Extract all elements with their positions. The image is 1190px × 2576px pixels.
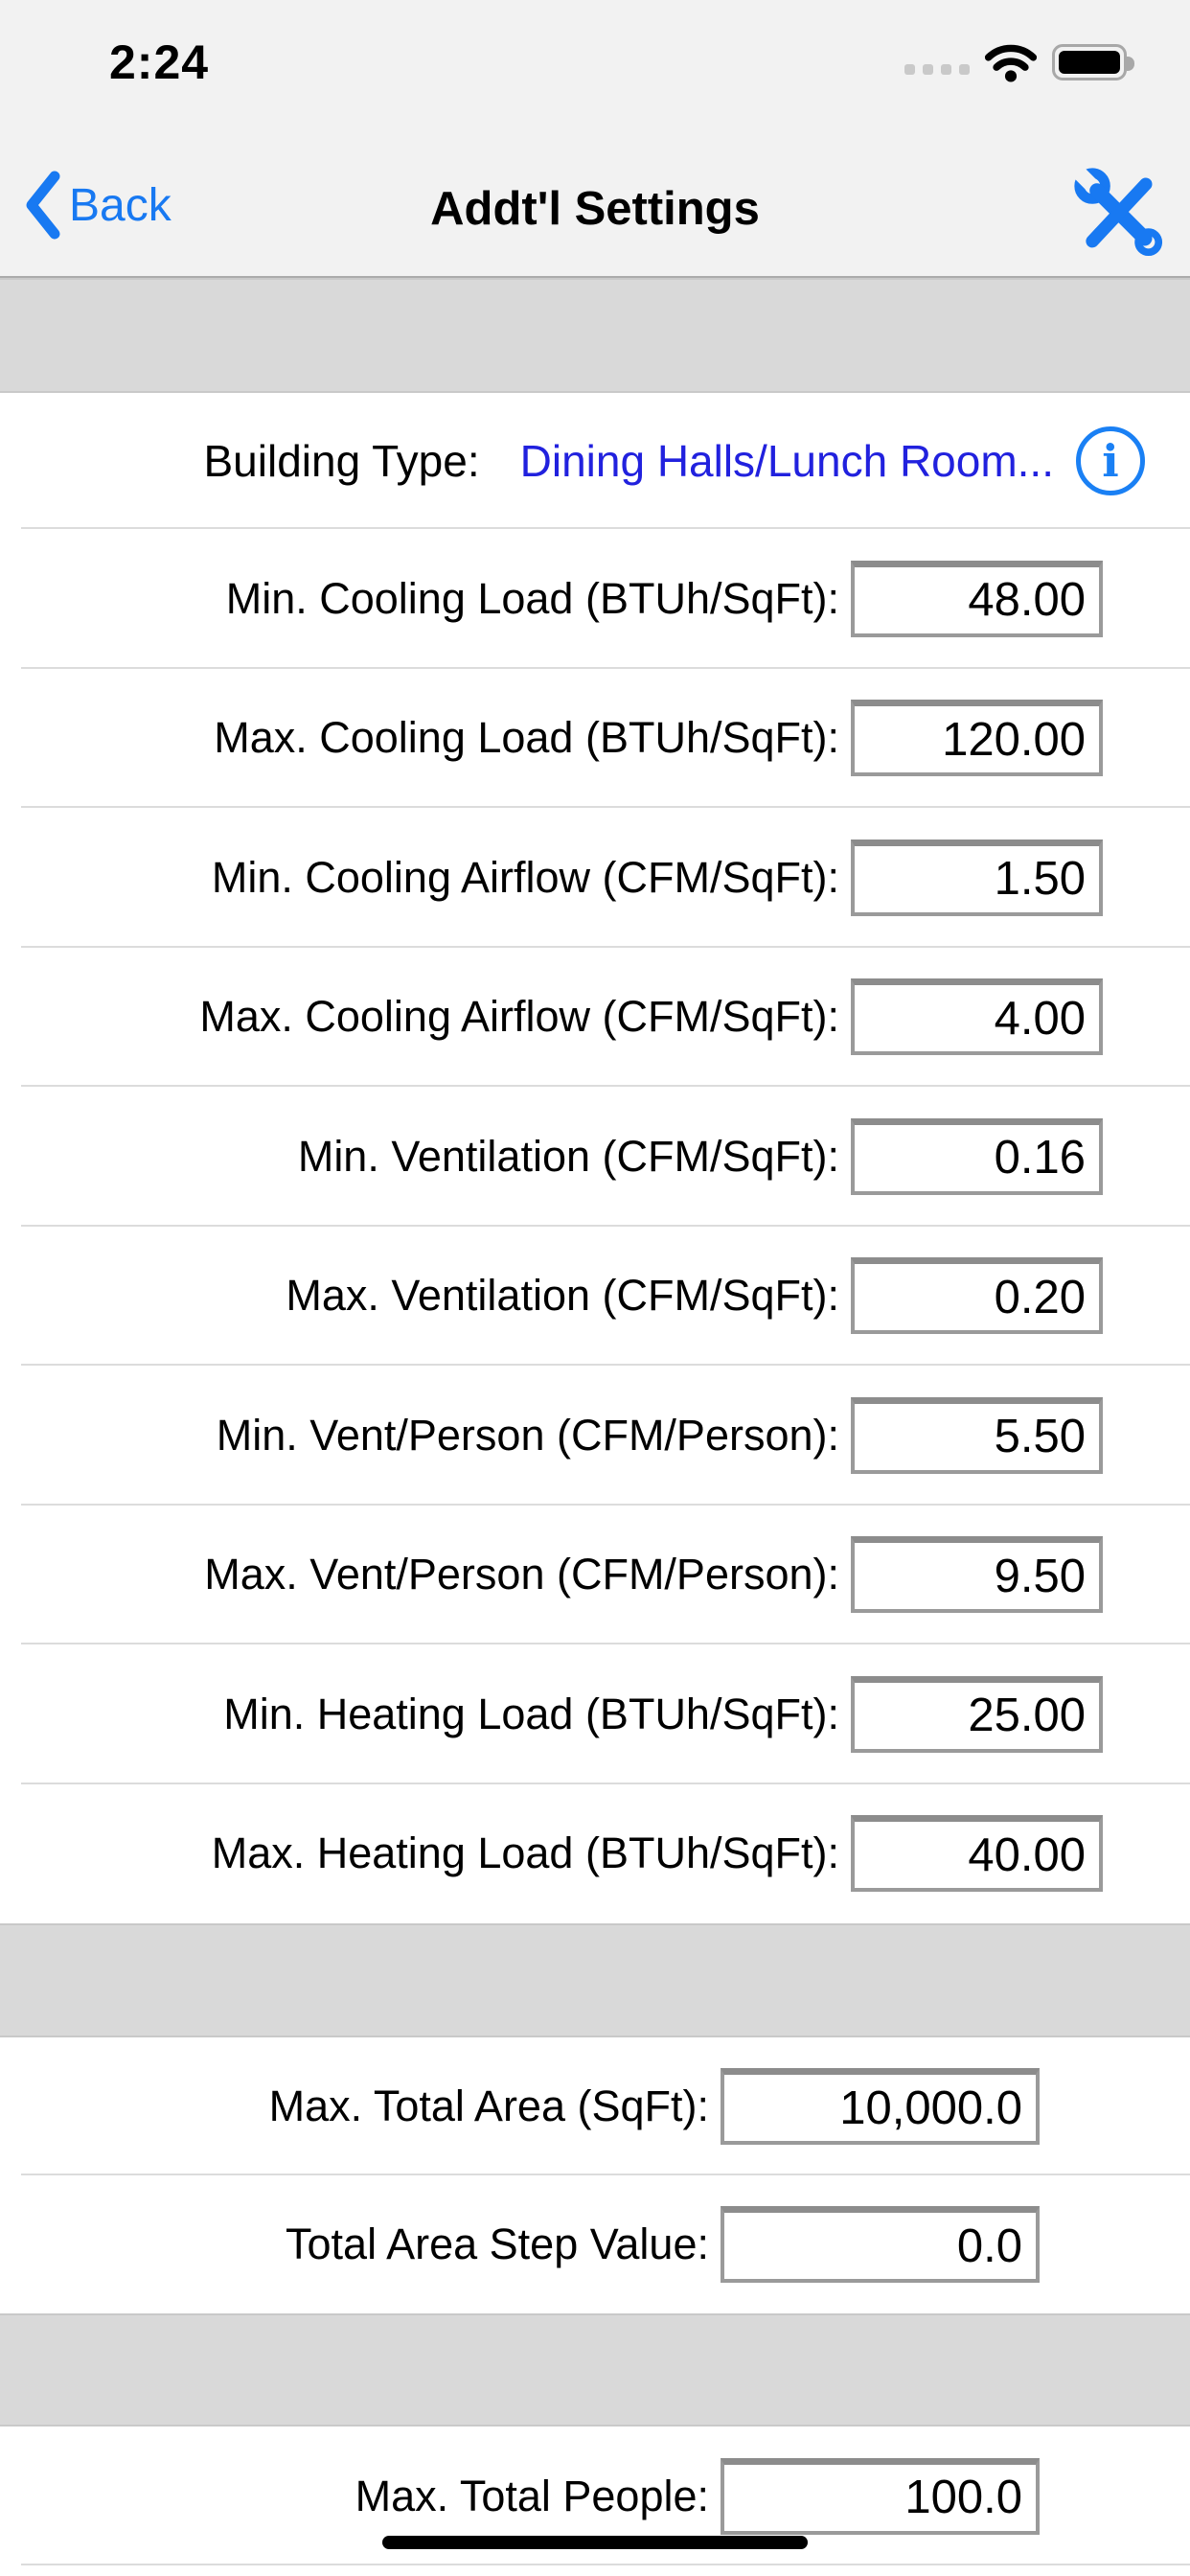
max-vent-person-input[interactable] xyxy=(851,1536,1103,1614)
field-label: Max. Ventilation (CFM/SqFt): xyxy=(286,1271,839,1321)
field-label: Min. Ventilation (CFM/SqFt): xyxy=(297,1131,839,1181)
max-total-people-input[interactable] xyxy=(721,2457,1040,2535)
field-label: Max. Cooling Airflow (CFM/SqFt): xyxy=(199,992,839,1042)
max-cooling-load-input[interactable] xyxy=(851,700,1103,777)
building-type-row: Building Type: Dining Halls/Lunch Room..… xyxy=(0,393,1190,529)
field-row: Max. Cooling Load (BTUh/SqFt): xyxy=(0,668,1190,808)
chevron-left-icon xyxy=(26,171,60,240)
page-title: Addt'l Settings xyxy=(430,183,760,235)
field-row: Max. Heating Load (BTUh/SqFt): xyxy=(0,1783,1190,1923)
wifi-icon xyxy=(984,44,1038,82)
field-row: Min. Cooling Airflow (CFM/SqFt): xyxy=(0,808,1190,948)
section-spacer xyxy=(0,1923,1190,2037)
field-label: Max. Total People: xyxy=(355,2471,709,2520)
area-fields-section: Max. Total Area (SqFt): Total Area Step … xyxy=(0,2037,1190,2313)
status-time: 2:24 xyxy=(109,35,210,89)
field-row: Total Area Step Value: xyxy=(0,2175,1190,2313)
building-type-label: Building Type: xyxy=(203,436,480,486)
field-row: Min. Cooling Load (BTUh/SqFt): xyxy=(0,529,1190,669)
max-total-area-input[interactable] xyxy=(721,2068,1040,2145)
field-row: Max. Ventilation (CFM/SqFt): xyxy=(0,1226,1190,1366)
back-button-label: Back xyxy=(69,179,172,231)
field-label: Max. Total Area (SqFt): xyxy=(268,2082,709,2130)
home-indicator[interactable] xyxy=(382,2536,808,2549)
min-cooling-load-input[interactable] xyxy=(851,560,1103,637)
building-type-value[interactable]: Dining Halls/Lunch Room... xyxy=(519,436,1054,486)
field-row: Max. Total Area (SqFt): xyxy=(0,2037,1190,2175)
field-row: Min. Ventilation (CFM/SqFt): xyxy=(0,1087,1190,1227)
header: 2:24 Back Addt'l Settings xyxy=(0,0,1190,278)
min-ventilation-input[interactable] xyxy=(851,1117,1103,1195)
field-label: Max. Heating Load (BTUh/SqFt): xyxy=(211,1828,839,1878)
field-label: Min. Heating Load (BTUh/SqFt): xyxy=(223,1689,839,1738)
cellular-dots-icon xyxy=(904,51,970,75)
section-spacer xyxy=(0,278,1190,393)
max-ventilation-input[interactable] xyxy=(851,1257,1103,1335)
battery-full-icon xyxy=(1052,44,1134,80)
field-label: Min. Vent/Person (CFM/Person): xyxy=(216,1410,839,1460)
people-fields-section: Max. Total People: xyxy=(0,2426,1190,2565)
field-row: Max. Total People: xyxy=(0,2426,1190,2565)
field-row: Max. Vent/Person (CFM/Person): xyxy=(0,1505,1190,1644)
field-row: Min. Vent/Person (CFM/Person): xyxy=(0,1366,1190,1506)
field-row: Max. Cooling Airflow (CFM/SqFt): xyxy=(0,947,1190,1087)
tools-settings-button[interactable] xyxy=(1066,160,1163,257)
min-vent-person-input[interactable] xyxy=(851,1396,1103,1474)
field-label: Min. Cooling Load (BTUh/SqFt): xyxy=(225,573,839,623)
field-label: Max. Cooling Load (BTUh/SqFt): xyxy=(214,713,839,763)
min-cooling-airflow-input[interactable] xyxy=(851,839,1103,916)
field-row: Min. Heating Load (BTUh/SqFt): xyxy=(0,1644,1190,1784)
field-label: Max. Vent/Person (CFM/Person): xyxy=(204,1550,839,1599)
min-heating-load-input[interactable] xyxy=(851,1675,1103,1753)
info-icon[interactable]: i xyxy=(1076,426,1145,495)
status-icons xyxy=(904,42,1136,82)
field-label: Total Area Step Value: xyxy=(286,2220,709,2268)
wrench-screwdriver-icon xyxy=(1066,160,1163,257)
back-button[interactable]: Back xyxy=(25,171,172,240)
main-fields-section: Min. Cooling Load (BTUh/SqFt): Max. Cool… xyxy=(0,529,1190,1923)
section-spacer xyxy=(0,2313,1190,2426)
max-heating-load-input[interactable] xyxy=(851,1815,1103,1893)
field-label: Min. Cooling Airflow (CFM/SqFt): xyxy=(211,852,839,902)
total-area-step-value-input[interactable] xyxy=(721,2206,1040,2283)
max-cooling-airflow-input[interactable] xyxy=(851,978,1103,1056)
